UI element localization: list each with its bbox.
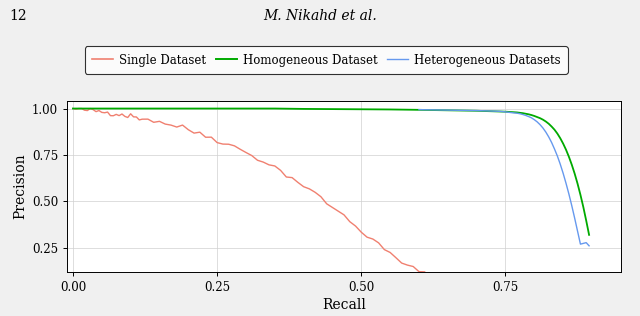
Heterogeneous Datasets <box>508 111 515 114</box>
Heterogeneous Datasets <box>536 123 544 127</box>
Heterogeneous Datasets <box>415 108 423 112</box>
Heterogeneous Datasets <box>484 109 492 113</box>
Heterogeneous Datasets <box>450 108 458 112</box>
Heterogeneous Datasets <box>502 110 509 114</box>
Heterogeneous Datasets <box>519 112 527 116</box>
Heterogeneous Datasets <box>490 109 498 113</box>
Heterogeneous Datasets <box>531 118 538 122</box>
Single Dataset <box>381 248 388 252</box>
Heterogeneous Datasets <box>533 120 541 124</box>
Legend: Single Dataset, Homogeneous Dataset, Heterogeneous Datasets: Single Dataset, Homogeneous Dataset, Het… <box>85 46 568 74</box>
Y-axis label: Precision: Precision <box>13 154 28 219</box>
Heterogeneous Datasets <box>571 216 579 220</box>
Homogeneous Dataset <box>69 106 77 110</box>
Heterogeneous Datasets <box>559 171 567 175</box>
Line: Single Dataset: Single Dataset <box>73 108 431 280</box>
Line: Heterogeneous Datasets: Heterogeneous Datasets <box>419 110 589 246</box>
Heterogeneous Datasets <box>548 141 556 144</box>
Single Dataset <box>340 213 348 217</box>
X-axis label: Recall: Recall <box>322 298 366 312</box>
Single Dataset <box>427 278 435 282</box>
Single Dataset <box>69 106 77 110</box>
Heterogeneous Datasets <box>556 162 564 166</box>
Heterogeneous Datasets <box>427 108 435 112</box>
Heterogeneous Datasets <box>582 241 590 245</box>
Heterogeneous Datasets <box>565 192 573 196</box>
Heterogeneous Datasets <box>473 109 481 112</box>
Heterogeneous Datasets <box>577 242 584 246</box>
Line: Homogeneous Dataset: Homogeneous Dataset <box>73 108 589 235</box>
Heterogeneous Datasets <box>479 109 486 113</box>
Homogeneous Dataset <box>358 107 365 111</box>
Text: 12: 12 <box>10 9 28 23</box>
Heterogeneous Datasets <box>461 108 469 112</box>
Heterogeneous Datasets <box>585 244 593 248</box>
Homogeneous Dataset <box>582 219 590 222</box>
Heterogeneous Datasets <box>539 126 547 130</box>
Single Dataset <box>334 209 342 213</box>
Heterogeneous Datasets <box>525 115 532 118</box>
Heterogeneous Datasets <box>550 147 558 151</box>
Single Dataset <box>86 106 94 110</box>
Heterogeneous Datasets <box>516 112 524 116</box>
Heterogeneous Datasets <box>513 111 521 115</box>
Heterogeneous Datasets <box>522 113 529 117</box>
Heterogeneous Datasets <box>562 181 570 185</box>
Homogeneous Dataset <box>536 116 544 120</box>
Single Dataset <box>323 202 330 206</box>
Heterogeneous Datasets <box>568 204 575 208</box>
Heterogeneous Datasets <box>496 109 504 113</box>
Heterogeneous Datasets <box>554 154 561 158</box>
Text: M. Nikahd et al.: M. Nikahd et al. <box>263 9 377 23</box>
Heterogeneous Datasets <box>573 229 581 233</box>
Heterogeneous Datasets <box>579 241 587 245</box>
Homogeneous Dataset <box>585 233 593 237</box>
Heterogeneous Datasets <box>438 108 446 112</box>
Heterogeneous Datasets <box>527 116 535 120</box>
Homogeneous Dataset <box>450 108 458 112</box>
Homogeneous Dataset <box>438 108 446 112</box>
Heterogeneous Datasets <box>545 135 552 139</box>
Single Dataset <box>352 224 360 228</box>
Homogeneous Dataset <box>545 122 552 126</box>
Heterogeneous Datasets <box>542 130 550 134</box>
